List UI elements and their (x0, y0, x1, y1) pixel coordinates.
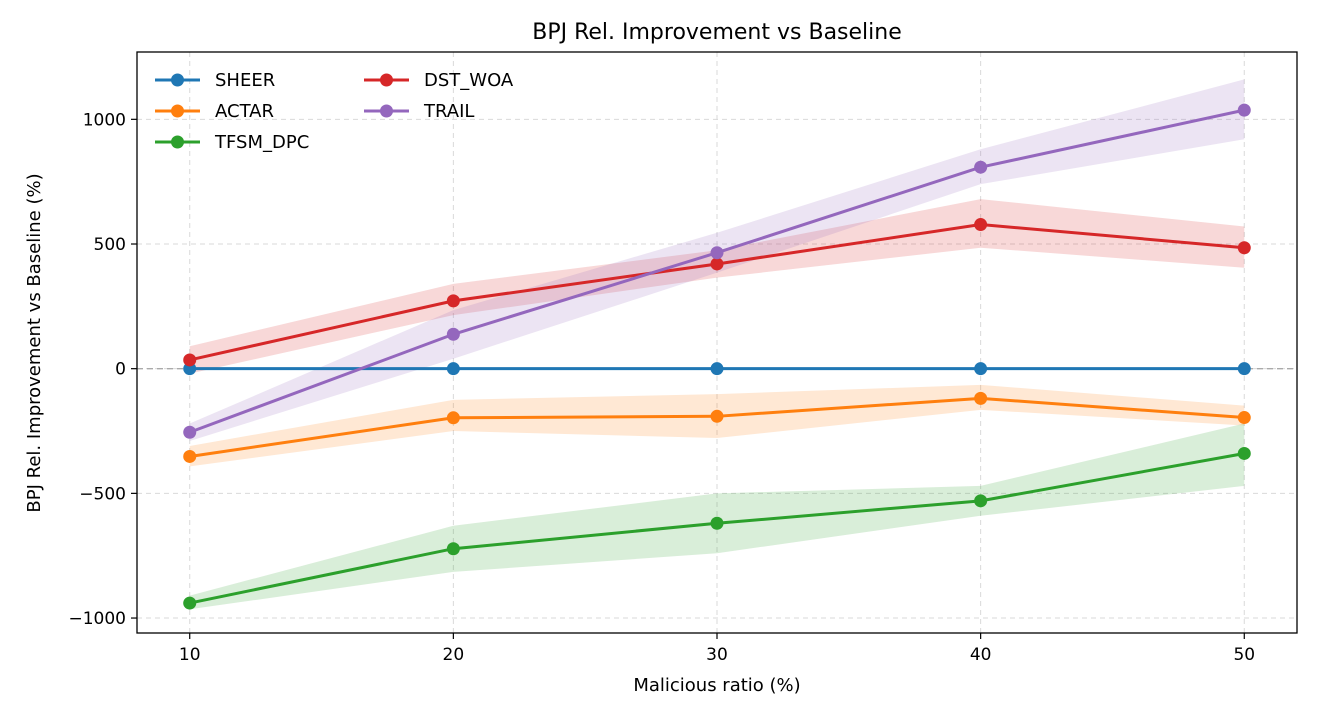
trail-point (710, 246, 724, 260)
dst-woa-band (189, 199, 1245, 374)
legend-trail-label: TRAIL (423, 101, 474, 122)
x-tick-label: 30 (706, 645, 728, 665)
legend-dst-woa-marker (380, 73, 393, 87)
actar-point (183, 449, 197, 463)
x-tick-label: 50 (1233, 645, 1255, 665)
trail-point (974, 160, 988, 174)
actar-point (446, 411, 460, 425)
dst-woa-point (1237, 241, 1251, 255)
series-lines (183, 103, 1251, 610)
tfsm-dpc-band (189, 423, 1245, 610)
y-tick-label: 1000 (83, 110, 126, 130)
tfsm-dpc-point (183, 596, 197, 610)
actar-point (974, 391, 988, 405)
tfsm-dpc-point (974, 494, 988, 508)
dst-woa-point (446, 294, 460, 308)
x-axis-label: Malicious ratio (%) (633, 675, 800, 696)
actar-band (189, 384, 1245, 467)
grid (137, 52, 1297, 633)
plot-frame (136, 51, 1298, 634)
dst-woa-point (183, 353, 197, 367)
actar-point (710, 409, 724, 423)
legend-actar-label: ACTAR (215, 101, 274, 122)
legend-tfsm-dpc-label: TFSM_DPC (214, 132, 309, 153)
x-tick-label: 40 (970, 645, 992, 665)
trail-point (1237, 103, 1251, 117)
sheer-point (974, 362, 988, 376)
tfsm-dpc-point (1237, 446, 1251, 460)
legend-tfsm-dpc-marker (171, 135, 184, 149)
sheer-point (1237, 362, 1251, 376)
trail-point (183, 425, 197, 439)
y-tick-label: 0 (115, 360, 126, 380)
x-tick-label: 10 (179, 645, 201, 665)
legend-sheer-marker (171, 73, 184, 87)
dst-woa-point (974, 218, 988, 232)
trail-point (446, 327, 460, 341)
legend-sheer-label: SHEER (215, 70, 275, 91)
tfsm-dpc-point (710, 516, 724, 530)
y-tick-label: −500 (79, 484, 126, 504)
dst-woa-point (710, 257, 724, 271)
legend-trail-marker (380, 104, 393, 118)
legend-actar-marker (171, 104, 184, 118)
chart-title: BPJ Rel. Improvement vs Baseline (532, 20, 902, 45)
y-tick-label: 500 (94, 235, 126, 255)
legend: SHEER ACTAR TFSM_DPC DST_WOA TRAIL (155, 70, 514, 153)
x-tick-label: 20 (443, 645, 465, 665)
axis-ticks: 10 20 30 40 50 −1000 −500 0 500 1000 (68, 110, 1255, 665)
sheer-point (446, 362, 460, 376)
sheer-point (710, 362, 724, 376)
legend-dst-woa-label: DST_WOA (424, 70, 514, 91)
y-tick-label: −1000 (68, 609, 126, 629)
y-axis-label: BPJ Rel. Improvement vs Baseline (%) (24, 173, 45, 512)
actar-point (1237, 411, 1251, 425)
tfsm-dpc-point (446, 542, 460, 556)
